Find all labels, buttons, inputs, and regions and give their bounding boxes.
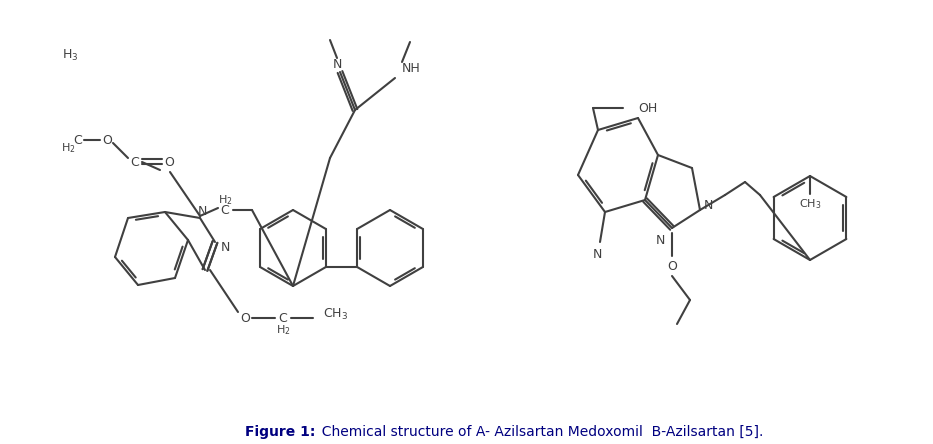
Text: N: N (220, 241, 230, 254)
Text: O: O (102, 134, 112, 147)
Text: OH: OH (638, 102, 657, 115)
Text: N: N (197, 205, 207, 218)
Text: N: N (703, 198, 713, 211)
Text: O: O (240, 312, 250, 325)
Text: Figure 1:: Figure 1: (245, 425, 315, 439)
Text: CH$_3$: CH$_3$ (799, 197, 821, 211)
Text: O: O (667, 259, 677, 273)
Text: C: C (220, 203, 230, 217)
Text: H$_2$: H$_2$ (275, 323, 290, 337)
Text: O: O (164, 155, 174, 169)
Text: H$_2$: H$_2$ (61, 141, 76, 155)
Text: N: N (592, 247, 602, 261)
Text: N: N (332, 58, 341, 71)
Text: NH: NH (402, 62, 421, 75)
Text: C: C (131, 155, 139, 169)
Text: C: C (74, 134, 82, 147)
Text: C: C (279, 312, 287, 325)
Text: H$_3$: H$_3$ (62, 48, 78, 63)
Text: Chemical structure of A- Azilsartan Medoxomil  B-Azilsartan [5].: Chemical structure of A- Azilsartan Medo… (313, 425, 763, 439)
Text: CH$_3$: CH$_3$ (323, 306, 348, 321)
Text: N: N (655, 234, 664, 246)
Text: H$_2$: H$_2$ (217, 193, 232, 207)
